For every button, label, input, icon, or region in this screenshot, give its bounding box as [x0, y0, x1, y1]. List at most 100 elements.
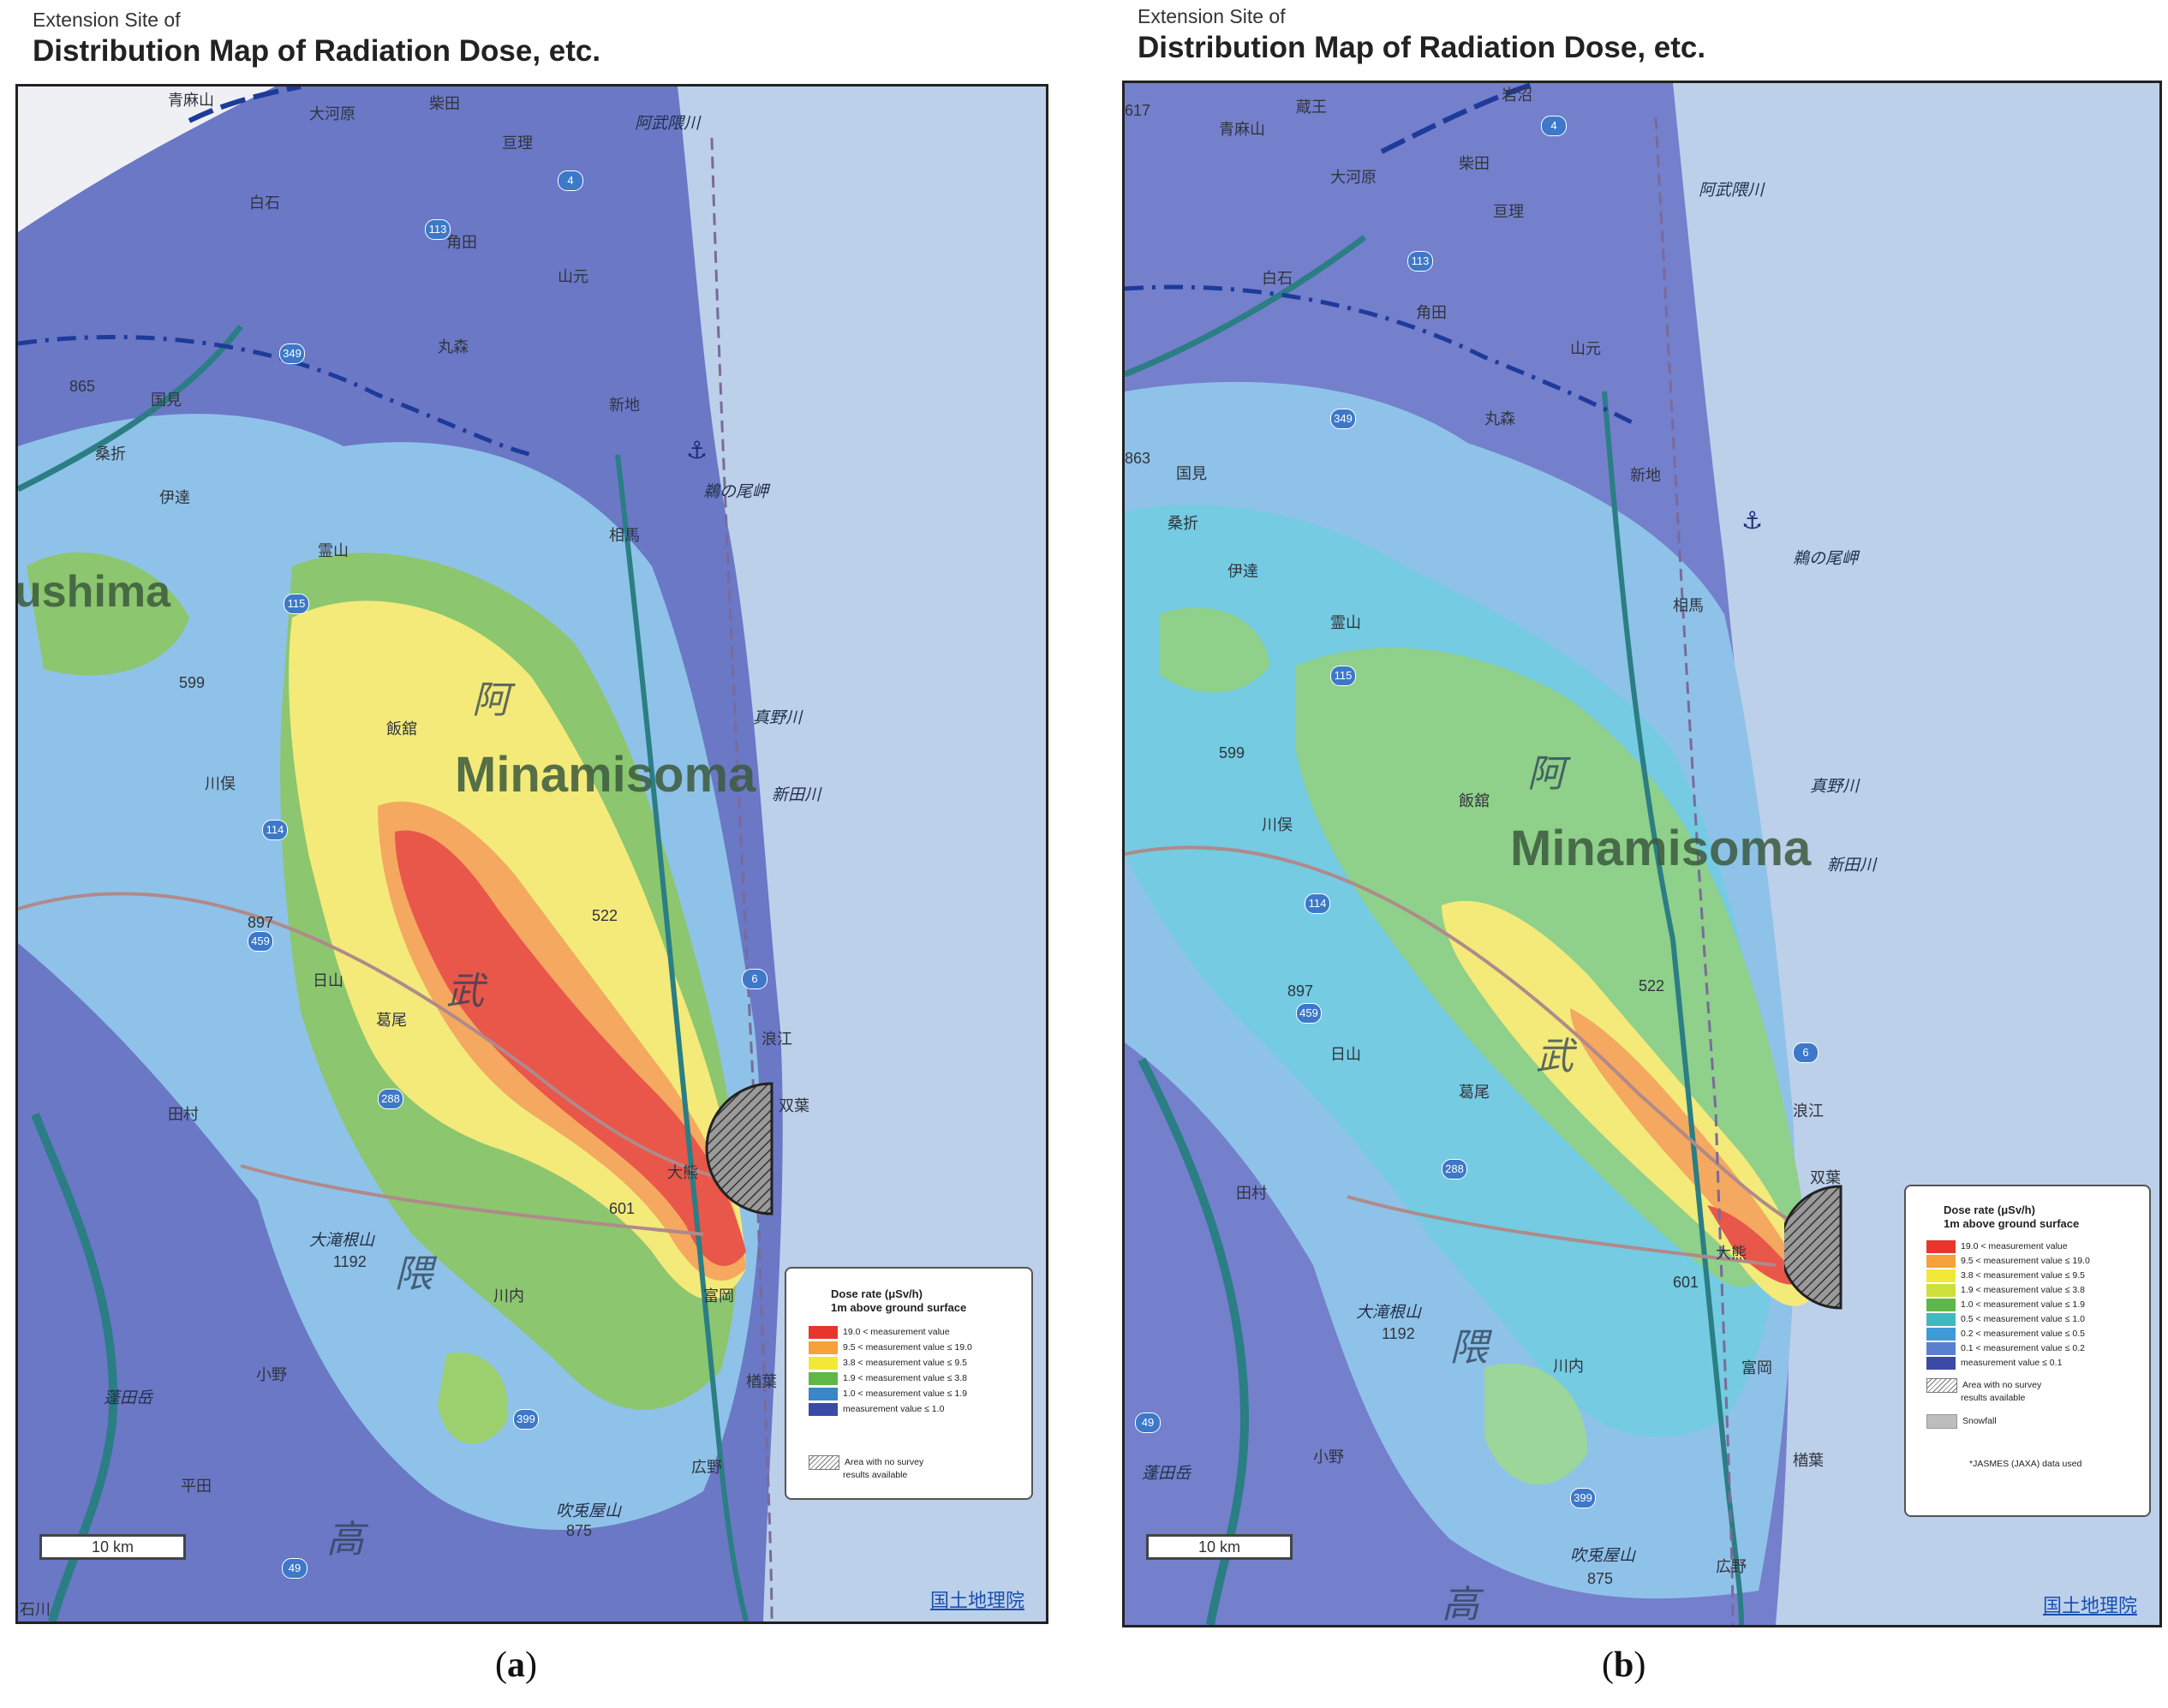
dose-zone-green-west	[1159, 607, 1270, 693]
place-label: 葛尾	[376, 1012, 407, 1029]
cape-label: 鵜の尾岬	[703, 483, 769, 501]
map-canvas[interactable]: Minamisoma ushima 阿 武 隈 高 青麻山 大河原 柴田 亘理 …	[15, 84, 1048, 1624]
place-label: 飯舘	[386, 720, 417, 738]
place-label: 小野	[256, 1366, 287, 1383]
site-label: Extension Site of	[33, 9, 181, 31]
no-data-corner	[18, 87, 275, 232]
map-canvas[interactable]: Minamisoma 阿 武 隈 高 蔵王 青麻山 大河原 岩沼 柴田 亘理 阿…	[1122, 81, 2162, 1627]
panel-caption: (b)	[1602, 1645, 1646, 1685]
place-label: 浪江	[761, 1030, 792, 1048]
rail-coast	[1654, 116, 1735, 1625]
place-label: 川内	[493, 1287, 524, 1305]
legend-swatch	[1926, 1239, 1956, 1253]
route-shield: 459	[1296, 1003, 1322, 1024]
mountain-char-2: 武	[1536, 1035, 1574, 1078]
place-label: 大熊	[1716, 1245, 1747, 1262]
legend-item: 0.2 < measurement value ≤ 0.5	[1926, 1327, 2085, 1341]
legend-title: Dose rate (μSv/h)	[831, 1287, 923, 1300]
legend-item: 0.5 < measurement value ≤ 1.0	[1926, 1312, 2085, 1326]
legend: Dose rate (μSv/h) 1m above ground surfac…	[1904, 1185, 2151, 1517]
mountain-label: 大滝根山	[309, 1232, 375, 1250]
place-label: 双葉	[1810, 1169, 1841, 1186]
legend-swatch	[809, 1402, 838, 1416]
scale-bar: 10 km	[39, 1534, 186, 1560]
dose-map-svg	[1125, 83, 2159, 1625]
place-label: 双葉	[779, 1097, 809, 1114]
legend-swatch	[1926, 1341, 1956, 1355]
legend-item: 1.0 < measurement value ≤ 1.9	[1926, 1298, 2085, 1311]
legend-item-snowfall: Snowfall	[1926, 1413, 1997, 1429]
panel-caption: (a)	[495, 1645, 537, 1685]
place-label: 川俣	[1262, 816, 1293, 833]
place-label: 大河原	[309, 105, 355, 122]
legend-swatch	[809, 1341, 838, 1354]
legend-swatch	[809, 1371, 838, 1385]
hatch-swatch	[1926, 1377, 1957, 1393]
mountain-char-1: 阿	[1527, 752, 1565, 796]
dose-zone-orange	[1570, 1008, 1801, 1277]
route-shield: 6	[742, 969, 767, 989]
place-label: 富岡	[703, 1287, 734, 1305]
hatch-swatch	[809, 1454, 839, 1470]
legend-item: 19.0 < measurement value	[1926, 1239, 2068, 1253]
elevation-label: 875	[566, 1522, 593, 1539]
road-south	[240, 1164, 704, 1236]
river-west	[1138, 1057, 1250, 1625]
place-label: 浪江	[1793, 1102, 1824, 1120]
mountain-char-1: 阿	[472, 678, 510, 722]
legend-swatch	[809, 1387, 838, 1400]
dose-zone-red	[395, 830, 746, 1266]
place-label: 川内	[1553, 1358, 1584, 1375]
place-label: 丸森	[438, 338, 469, 355]
place-label: 山元	[1570, 340, 1601, 357]
place-label: 大熊	[667, 1164, 698, 1181]
legend-item: 3.8 < measurement value ≤ 9.5	[809, 1356, 967, 1370]
legend-item: 9.5 < measurement value ≤ 19.0	[809, 1341, 972, 1354]
elevation-label: 599	[1219, 744, 1245, 761]
road-main	[18, 892, 738, 1185]
place-label: 亘理	[502, 134, 533, 152]
legend-item: 9.5 < measurement value ≤ 19.0	[1926, 1254, 2090, 1268]
gsi-link[interactable]: 国土地理院	[930, 1590, 1025, 1611]
place-label: 山元	[558, 268, 588, 285]
map-title: Distribution Map of Radiation Dose, etc.	[1138, 31, 1706, 64]
gsi-link[interactable]: 国土地理院	[2043, 1595, 2138, 1616]
route-shield: 115	[284, 594, 309, 614]
place-label: 大河原	[1330, 169, 1377, 186]
road-south	[1347, 1195, 1777, 1267]
prefecture-border	[18, 335, 533, 457]
elevation-label: 865	[69, 378, 96, 395]
mountain-label: 大滝根山	[1356, 1304, 1422, 1322]
place-label: 蔵王	[1296, 99, 1327, 116]
legend-swatch	[1926, 1298, 1956, 1311]
elevation-label: 522	[592, 907, 618, 924]
place-label: 広野	[691, 1459, 722, 1476]
route-shield: 113	[425, 219, 451, 240]
legend-swatch	[1926, 1356, 1956, 1370]
place-label: 青麻山	[1219, 121, 1265, 138]
city-label-minamisoma: Minamisoma	[1510, 821, 1812, 876]
place-label: 角田	[446, 234, 477, 251]
route-shield: 288	[1442, 1159, 1467, 1179]
elevation-label: 617	[1125, 102, 1151, 119]
elevation-label: 1192	[333, 1253, 367, 1270]
place-label: 角田	[1416, 304, 1447, 321]
place-label: 田村	[168, 1106, 199, 1123]
place-label: 白石	[249, 194, 280, 212]
legend-item-nodata-2: results available	[843, 1470, 908, 1480]
legend-swatch	[1926, 1283, 1956, 1297]
legend-item: 1.9 < measurement value ≤ 3.8	[809, 1371, 967, 1385]
route-shield: 349	[1330, 409, 1356, 429]
legend-item-nodata-2: results available	[1961, 1393, 2026, 1403]
place-label: 楢葉	[1793, 1452, 1824, 1469]
mountain-label: 蓬田岳	[104, 1389, 153, 1407]
place-label: 相馬	[1673, 597, 1704, 614]
place-label: 富岡	[1741, 1359, 1772, 1377]
place-label: 飯舘	[1459, 792, 1490, 809]
place-label: 伊達	[1227, 563, 1258, 580]
route-shield: 49	[282, 1558, 308, 1579]
mountain-char-2: 武	[446, 970, 484, 1013]
no-survey-area	[705, 1082, 773, 1215]
place-label: 相馬	[609, 527, 640, 544]
legend-swatch	[809, 1356, 838, 1370]
